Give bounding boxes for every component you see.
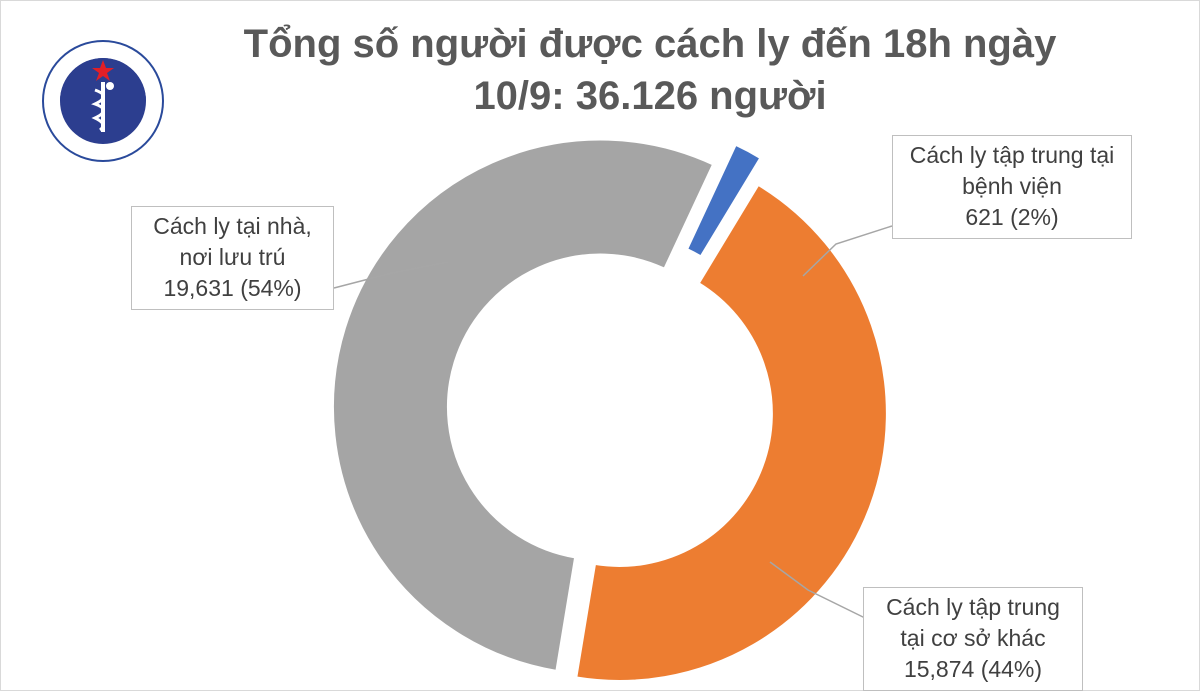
slice-label-other-facility-value: 15,874 (44%) [903,656,1043,682]
ministry-of-health-logo [40,38,166,164]
slice-label-home-line-1: Cách ly tại nhà, [153,213,312,239]
slice-label-hospital-line-1: Cách ly tập trung tại [909,142,1115,168]
chart-title-line-2: 10/9: 36.126 người [473,74,827,118]
slice-label-other-facility-line-2: tại cơ sở khác [900,625,1046,651]
chart-title: Tổng số người được cách ly đến 18h ngày … [150,18,1150,122]
slice-label-hospital-value: 621 (2%) [965,204,1059,230]
slice-hospital [684,142,764,260]
slice-home [330,137,716,674]
leader-line-other-facility [769,561,866,619]
slice-label-other-facility: Cách ly tập trung tại cơ sở khác 15,874 … [863,587,1083,691]
slice-label-home-value: 19,631 (54%) [163,275,302,301]
chart-title-line-1: Tổng số người được cách ly đến 18h ngày [243,22,1057,66]
slice-label-home-line-2: nơi lưu trú [179,244,286,270]
slice-label-other-facility-line-1: Cách ly tập trung [886,594,1060,620]
slice-label-hospital: Cách ly tập trung tại bệnh viện 621 (2%) [892,135,1132,239]
slice-label-home: Cách ly tại nhà, nơi lưu trú 19,631 (54%… [131,206,334,310]
leader-line-hospital [802,225,893,277]
slice-other-facility [574,182,889,683]
slice-label-hospital-line-2: bệnh viện [962,173,1062,199]
leader-line-home [333,261,449,289]
